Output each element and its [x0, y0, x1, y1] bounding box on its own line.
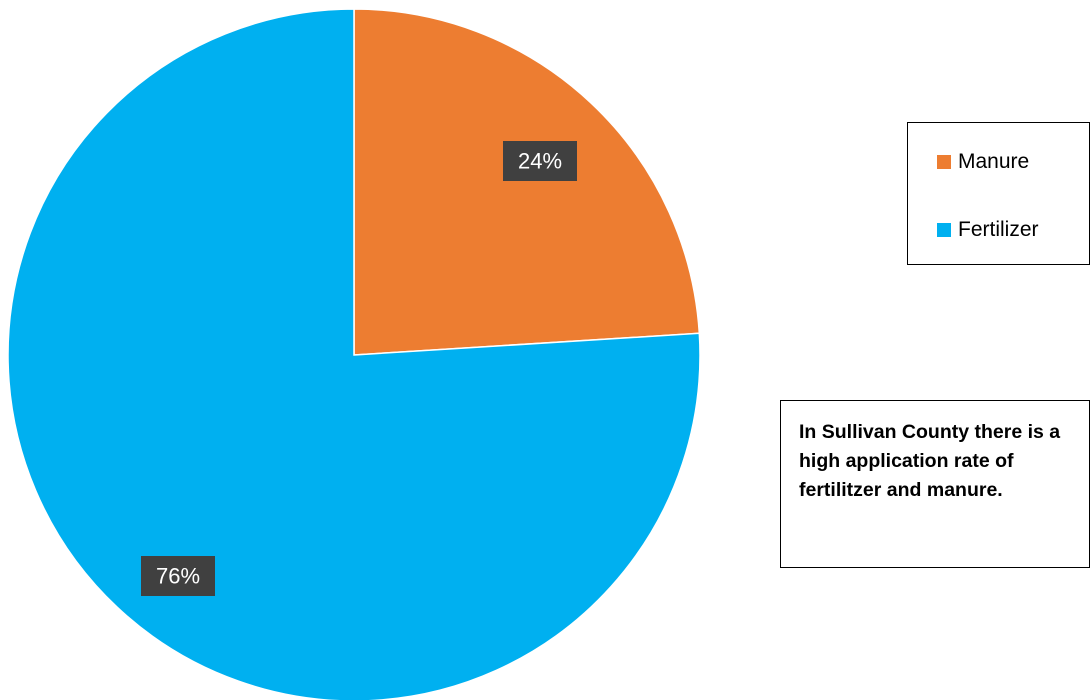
- pie-slice-fertilizer: [7, 8, 701, 700]
- annotation-box: In Sullivan County there is a high appli…: [780, 400, 1090, 568]
- data-label-background: [141, 556, 215, 596]
- data-label-text: 76%: [156, 564, 200, 589]
- data-label-manure: 24%: [503, 141, 577, 181]
- legend-label-fertilizer: Fertilizer: [958, 218, 1039, 241]
- pie-slice-manure: [353, 8, 701, 356]
- chart-legend: Manure Fertilizer: [907, 122, 1090, 265]
- legend-item-fertilizer: Fertilizer: [937, 217, 1039, 243]
- legend-swatch-manure: [937, 155, 951, 169]
- data-label-background: [503, 141, 577, 181]
- annotation-text: In Sullivan County there is a high appli…: [799, 421, 1061, 501]
- legend-swatch-fertilizer: [937, 223, 951, 237]
- legend-label-manure: Manure: [958, 150, 1030, 173]
- data-label-fertilizer: 76%: [141, 556, 215, 596]
- legend-item-manure: Manure: [937, 149, 1029, 175]
- data-label-text: 24%: [518, 149, 562, 174]
